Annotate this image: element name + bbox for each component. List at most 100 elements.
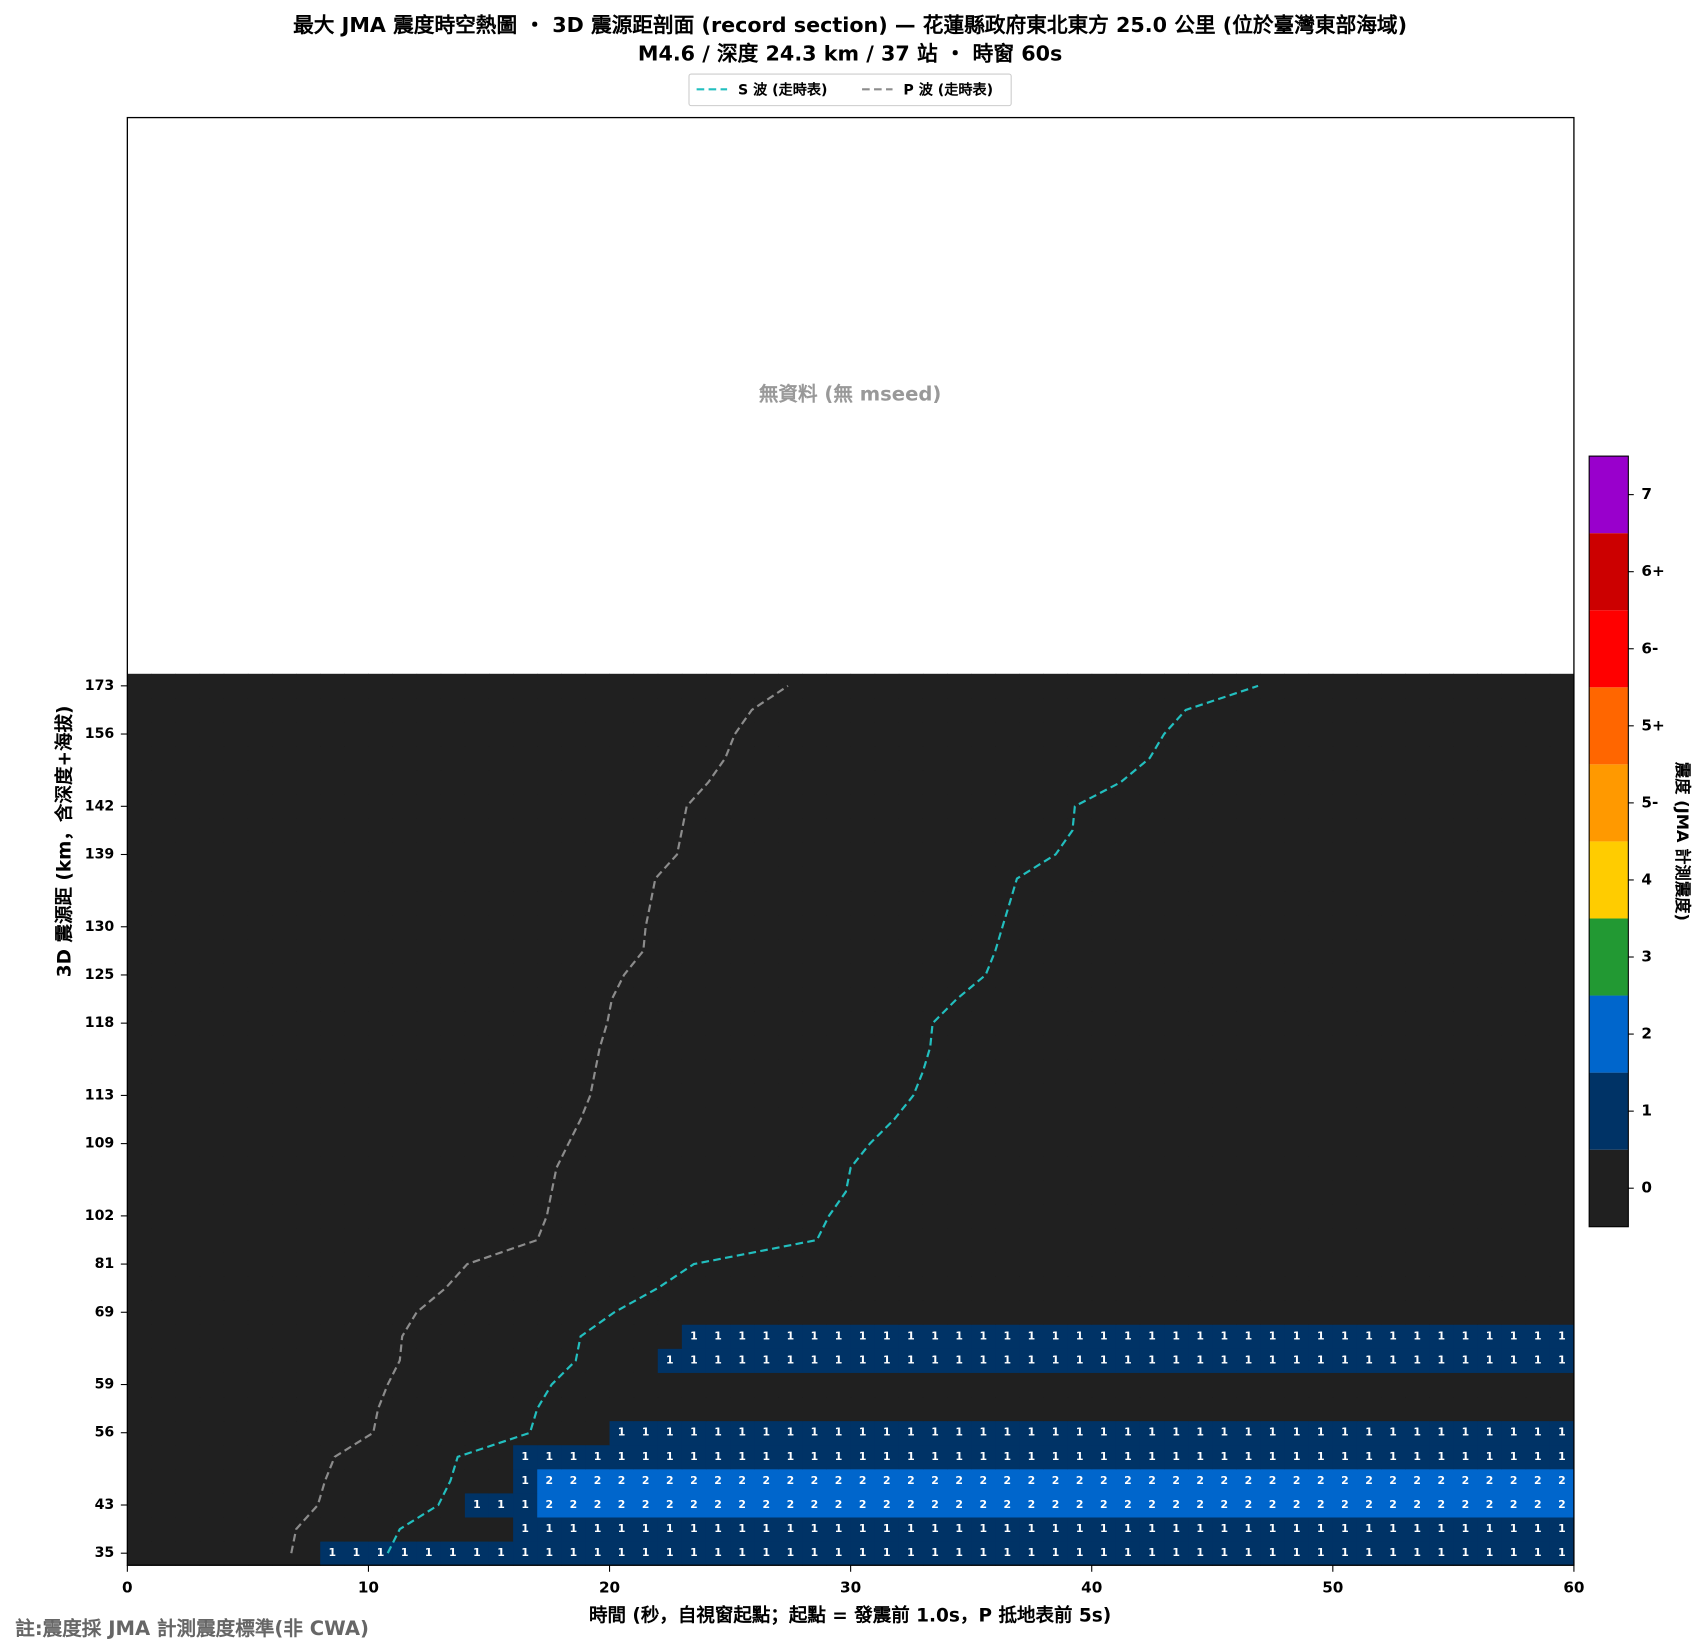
heat-cell <box>1260 794 1286 819</box>
heat-cell <box>705 1059 731 1084</box>
heat-cell <box>730 1131 755 1157</box>
heat-cell <box>1381 1252 1406 1277</box>
footnote: 註:震度採 JMA 計測震度標準(非 CWA) <box>15 1617 369 1640</box>
heat-cell <box>633 890 659 916</box>
heat-cell <box>850 1324 876 1349</box>
heat-cell <box>1139 1227 1165 1253</box>
heat-cell <box>1212 1517 1237 1542</box>
heat-cell <box>874 1517 900 1542</box>
cell-label: 1 <box>545 1522 553 1535</box>
heat-cell <box>1043 818 1069 843</box>
heat-cell <box>1067 914 1093 940</box>
cell-label: 1 <box>1028 1426 1036 1439</box>
heat-cell <box>151 1179 177 1205</box>
x-tick-label: 30 <box>840 1579 861 1597</box>
heat-cell <box>1477 1396 1503 1422</box>
heat-cell <box>416 1011 442 1036</box>
heat-cell <box>1381 1179 1406 1205</box>
heat-cell <box>874 890 900 916</box>
heat-cell <box>344 1179 369 1205</box>
heat-cell <box>1019 1035 1044 1060</box>
heat-cell <box>1501 1300 1527 1325</box>
heat-cell <box>488 1276 514 1301</box>
heat-cell <box>1260 842 1286 867</box>
heat-cell <box>705 697 731 723</box>
heat-cell <box>1019 1252 1044 1277</box>
heat-cell <box>175 1107 201 1132</box>
heat-cell <box>1405 697 1430 723</box>
heat-cell <box>1164 721 1189 747</box>
heat-cell <box>368 914 393 940</box>
heat-cell <box>1212 914 1237 940</box>
heat-cell <box>681 721 707 747</box>
heat-cell <box>127 1179 152 1205</box>
heat-cell <box>320 746 345 771</box>
heat-cell <box>1308 818 1334 843</box>
heat-cell <box>151 770 177 795</box>
heat-cell <box>223 1444 249 1470</box>
heat-cell <box>874 1035 900 1060</box>
cell-label: 2 <box>545 1498 553 1511</box>
heat-cell <box>440 938 466 964</box>
heat-cell <box>127 721 152 747</box>
heat-cell <box>995 1348 1020 1373</box>
heat-cell <box>947 1107 972 1132</box>
heat-cell <box>922 1252 948 1277</box>
heat-cell <box>1381 1276 1406 1301</box>
heat-cell <box>1308 1155 1334 1181</box>
heat-cell <box>175 1083 201 1108</box>
chart-subtitle: M4.6 / 深度 24.3 km / 37 站 ・ 時窗 60s <box>638 41 1062 65</box>
heat-cell <box>272 914 297 940</box>
heat-cell <box>1236 1324 1261 1349</box>
cell-label: 1 <box>1341 1450 1349 1463</box>
cell-label: 1 <box>979 1426 987 1439</box>
heat-cell <box>778 842 803 867</box>
heat-cell <box>488 721 514 747</box>
cell-label: 1 <box>1148 1426 1156 1439</box>
heat-cell <box>1525 1348 1551 1373</box>
heat-cell <box>754 890 779 916</box>
heat-cell <box>1067 794 1093 819</box>
heat-cell <box>1549 1492 1575 1518</box>
cell-label: 1 <box>1076 1450 1084 1463</box>
heat-cell <box>947 1492 972 1518</box>
heat-cell <box>585 1155 610 1181</box>
heat-cell <box>344 1131 369 1157</box>
heat-cell <box>1164 1420 1189 1446</box>
cell-label: 1 <box>811 1353 819 1366</box>
cell-label: 1 <box>1004 1426 1012 1439</box>
heat-cell <box>730 842 755 867</box>
cell-label: 2 <box>811 1474 819 1487</box>
cell-label: 1 <box>521 1498 529 1511</box>
heat-cell <box>392 721 418 747</box>
heat-cell <box>1019 1541 1044 1566</box>
heat-cell <box>922 721 948 747</box>
cell-label: 1 <box>1172 1353 1180 1366</box>
heat-cell <box>1453 1179 1478 1205</box>
heat-cell <box>826 1059 852 1084</box>
heat-cell <box>1405 1420 1430 1446</box>
heat-cell <box>561 866 586 892</box>
cell-label: 1 <box>1172 1546 1180 1559</box>
cell-label: 1 <box>1293 1522 1301 1535</box>
heat-cell <box>1332 1011 1358 1036</box>
heat-cell <box>585 962 610 988</box>
heat-cell <box>1381 866 1406 892</box>
heat-cell <box>1115 673 1141 699</box>
heat-cell <box>127 746 152 771</box>
heat-cell <box>1453 1059 1478 1084</box>
colorbar-tick-label: 5+ <box>1641 716 1664 734</box>
heat-cell <box>1356 890 1382 916</box>
heat-cell <box>609 673 635 699</box>
heat-cell <box>1308 1541 1334 1566</box>
heat-cell <box>995 1396 1020 1422</box>
heat-cell <box>874 673 900 699</box>
heat-cell <box>850 1227 876 1253</box>
cell-label: 1 <box>1510 1450 1518 1463</box>
cell-label: 1 <box>1462 1353 1470 1366</box>
heat-cell <box>320 938 345 964</box>
cell-label: 2 <box>955 1474 963 1487</box>
heat-cell <box>1477 962 1503 988</box>
heat-cell <box>1260 1420 1286 1446</box>
heat-cell <box>440 866 466 892</box>
